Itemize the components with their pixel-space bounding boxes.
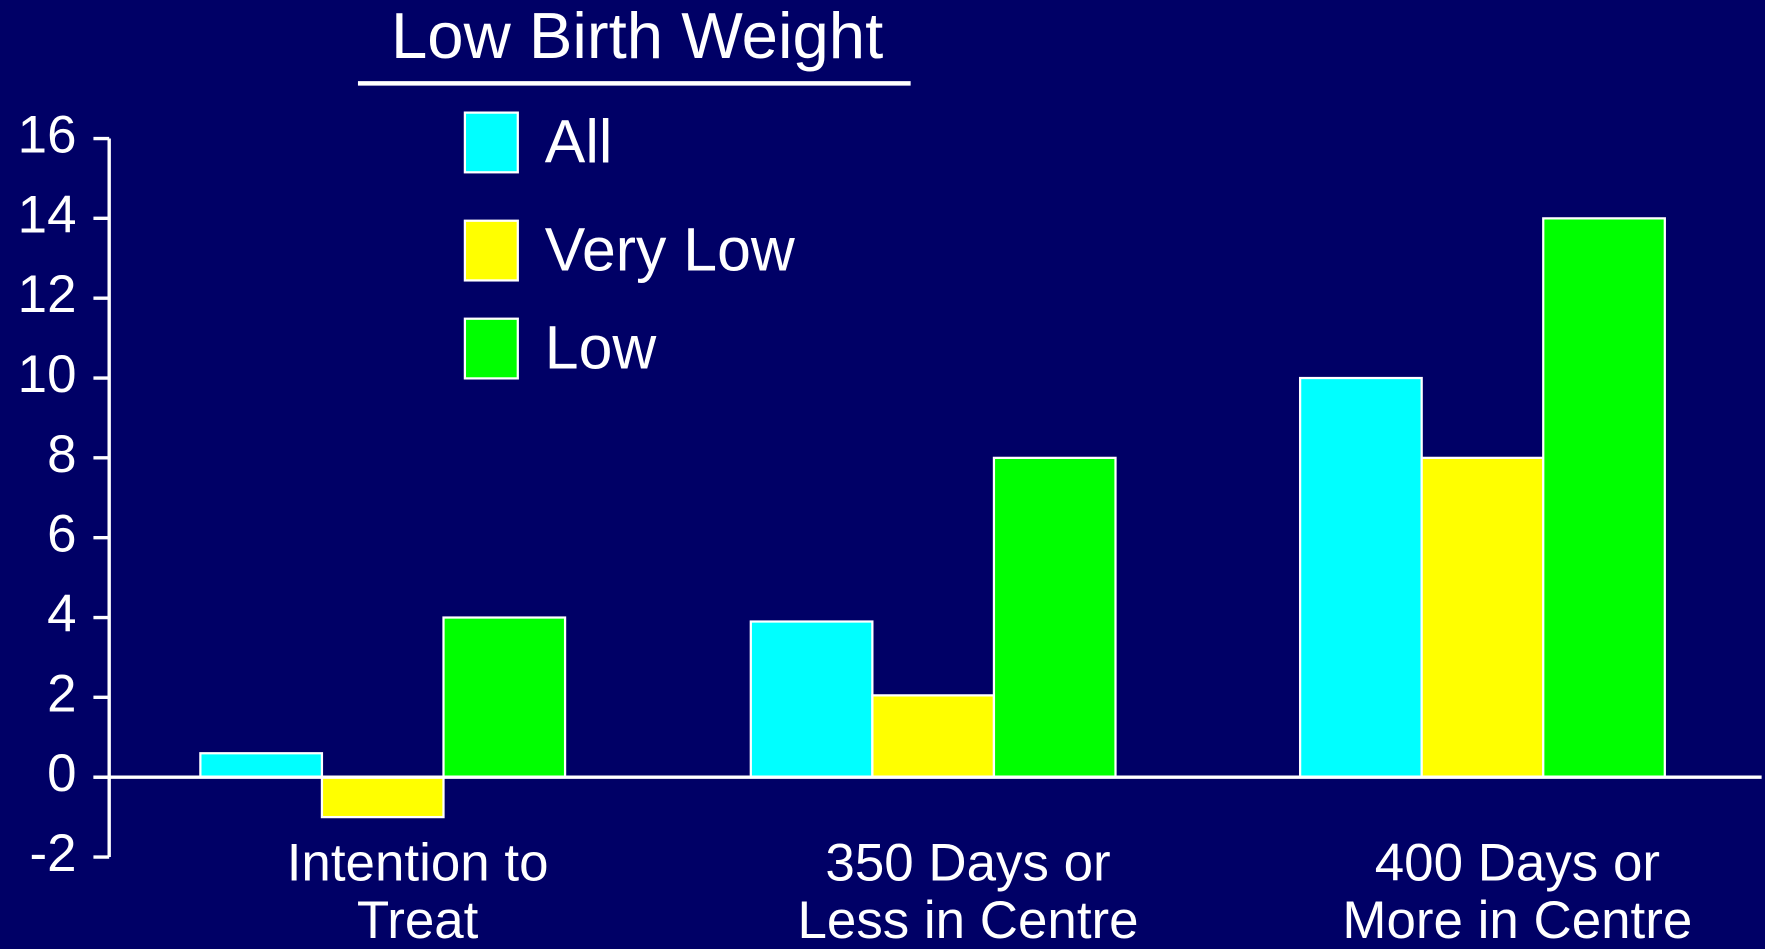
legend-label: All bbox=[545, 107, 613, 175]
bar bbox=[1542, 217, 1666, 779]
legend-swatch bbox=[463, 111, 519, 174]
bar bbox=[871, 694, 996, 779]
bar bbox=[992, 456, 1117, 779]
legend-swatch bbox=[463, 317, 519, 380]
x-tick-label: 350 Days or Less in Centre bbox=[797, 832, 1139, 949]
chart-title: Low Birth Weight bbox=[391, 0, 883, 72]
x-tick-label: 400 Days or More in Centre bbox=[1342, 832, 1693, 949]
y-tick-label: 10 bbox=[18, 345, 77, 404]
x-tick-label: Intention to Treat bbox=[286, 832, 549, 949]
y-tick-label: 12 bbox=[18, 265, 77, 324]
legend-label: Low bbox=[545, 314, 658, 382]
bar bbox=[749, 620, 874, 779]
y-tick-label: -2 bbox=[30, 824, 77, 883]
bar bbox=[320, 776, 445, 819]
y-tick-label: 16 bbox=[18, 105, 77, 164]
legend-label: Very Low bbox=[545, 216, 796, 284]
legend-swatch bbox=[463, 219, 519, 282]
y-tick-label: 2 bbox=[47, 664, 76, 723]
y-tick-label: 8 bbox=[47, 425, 76, 484]
y-tick-label: 6 bbox=[47, 505, 76, 564]
bar bbox=[1420, 456, 1545, 779]
y-tick-label: 14 bbox=[18, 185, 77, 244]
bar bbox=[1298, 376, 1423, 779]
y-tick-label: 4 bbox=[47, 585, 76, 644]
bar bbox=[442, 616, 567, 779]
bar bbox=[199, 752, 324, 779]
y-tick-label: 0 bbox=[47, 744, 76, 803]
